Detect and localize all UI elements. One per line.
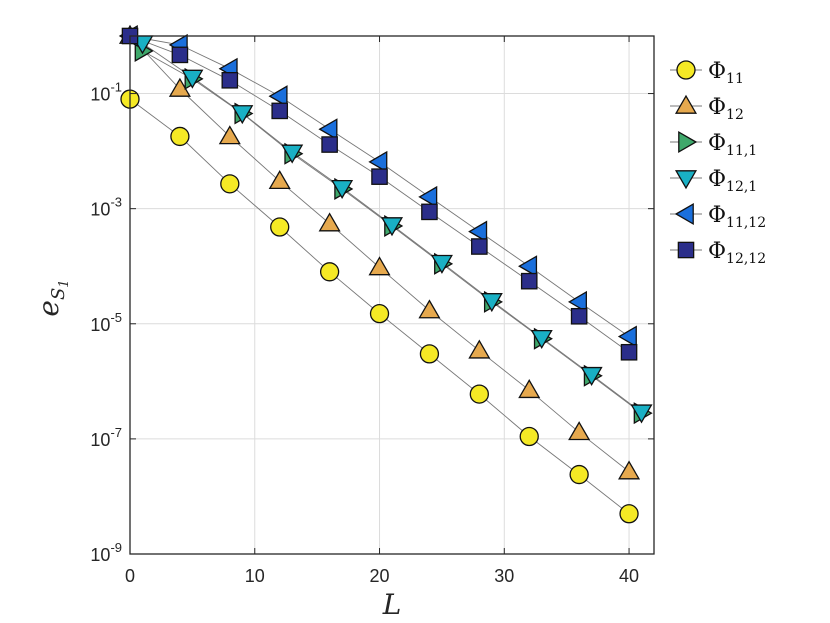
data-point-series-5 (620, 343, 638, 361)
data-point-series-5 (321, 136, 338, 153)
data-point-series-3 (331, 179, 354, 200)
data-point-series-5 (471, 238, 488, 255)
data-point-series-1 (618, 460, 641, 480)
data-point-series-0 (519, 426, 539, 447)
axis-tick-marks (129, 36, 654, 555)
legend-entry: Φ11,12 (708, 203, 766, 231)
legend-entry: Φ12,12 (708, 239, 766, 267)
data-point-series-4 (268, 85, 288, 108)
data-point-series-1 (218, 125, 241, 145)
data-point-series-1 (568, 421, 591, 441)
data-point-series-1 (318, 212, 341, 232)
x-tick-label: 20 (370, 566, 390, 586)
x-tick-label: 10 (245, 566, 265, 586)
y-axis-label: eS1 (32, 279, 72, 316)
y-tick-labels: 10-9 10-7 10-5 10-3 10-1 (90, 80, 122, 565)
legend: Φ11 Φ12 Φ11,1 Φ12,1 Φ11,12 Φ12,12 (670, 59, 766, 267)
data-point-series-0 (619, 504, 639, 524)
x-tick-label: 0 (125, 566, 135, 586)
data-point-series-0 (569, 464, 589, 485)
data-point-series-5 (271, 102, 289, 120)
data-point-series-1 (468, 339, 491, 359)
x-tick-labels: 0 10 20 30 40 (125, 566, 639, 586)
data-point-series-4 (318, 118, 338, 141)
data-point-series-4 (468, 220, 488, 243)
legend-entry: Φ11 (708, 59, 744, 87)
data-point-series-3 (630, 404, 653, 424)
data-markers (118, 24, 653, 524)
data-point-series-0 (419, 344, 440, 364)
data-point-series-3 (580, 366, 603, 386)
legend-marker (677, 241, 695, 259)
x-tick-label: 30 (494, 566, 514, 586)
legend-marker (674, 94, 698, 114)
data-point-series-4 (368, 150, 388, 173)
data-point-series-0 (220, 174, 240, 194)
legend-entry: Φ12,1 (708, 167, 757, 195)
data-point-series-1 (368, 256, 391, 276)
data-point-series-5 (520, 272, 538, 290)
data-point-series-5 (421, 203, 438, 221)
y-tick-label: 10-3 (90, 195, 122, 220)
legend-entry: Φ11,1 (708, 131, 757, 159)
data-point-series-3 (530, 329, 553, 350)
data-point-series-4 (567, 290, 587, 313)
data-point-series-5 (221, 71, 239, 89)
legend-entry: Φ12 (708, 95, 744, 123)
data-point-series-0 (319, 262, 340, 282)
data-point-series-5 (171, 46, 189, 64)
data-point-series-4 (518, 255, 538, 278)
data-point-series-1 (268, 170, 291, 190)
y-tick-label: 10-1 (90, 80, 122, 105)
data-point-series-5 (570, 307, 588, 325)
data-point-series-1 (518, 379, 541, 399)
x-axis-label: L (382, 588, 402, 621)
plot-frame (129, 35, 655, 555)
y-axis-label-subsub: 1 (57, 279, 72, 287)
data-point-series-3 (430, 254, 453, 274)
legend-marker (674, 170, 698, 190)
data-point-series-0 (270, 217, 290, 237)
y-tick-label: 10-9 (90, 540, 122, 565)
legend-marker (674, 202, 694, 226)
data-point-series-0 (170, 126, 190, 147)
data-point-series-3 (281, 144, 304, 164)
data-point-series-4 (617, 325, 637, 348)
data-point-series-5 (371, 168, 388, 185)
y-axis-label-main: e (32, 300, 65, 317)
y-tick-label: 10-7 (90, 425, 122, 450)
data-point-series-0 (369, 303, 390, 324)
data-point-series-3 (380, 217, 404, 237)
data-point-series-3 (181, 69, 204, 89)
data-point-series-3 (231, 105, 254, 125)
x-tick-label: 40 (619, 566, 639, 586)
y-axis-label-sub: S (48, 288, 69, 300)
data-point-series-0 (469, 384, 489, 404)
data-point-series-3 (480, 293, 503, 313)
legend-marker (676, 60, 696, 80)
y-tick-label: 10-5 (90, 310, 122, 335)
data-point-series-1 (418, 299, 441, 319)
legend-marker (678, 130, 698, 154)
data-point-series-4 (418, 185, 438, 208)
